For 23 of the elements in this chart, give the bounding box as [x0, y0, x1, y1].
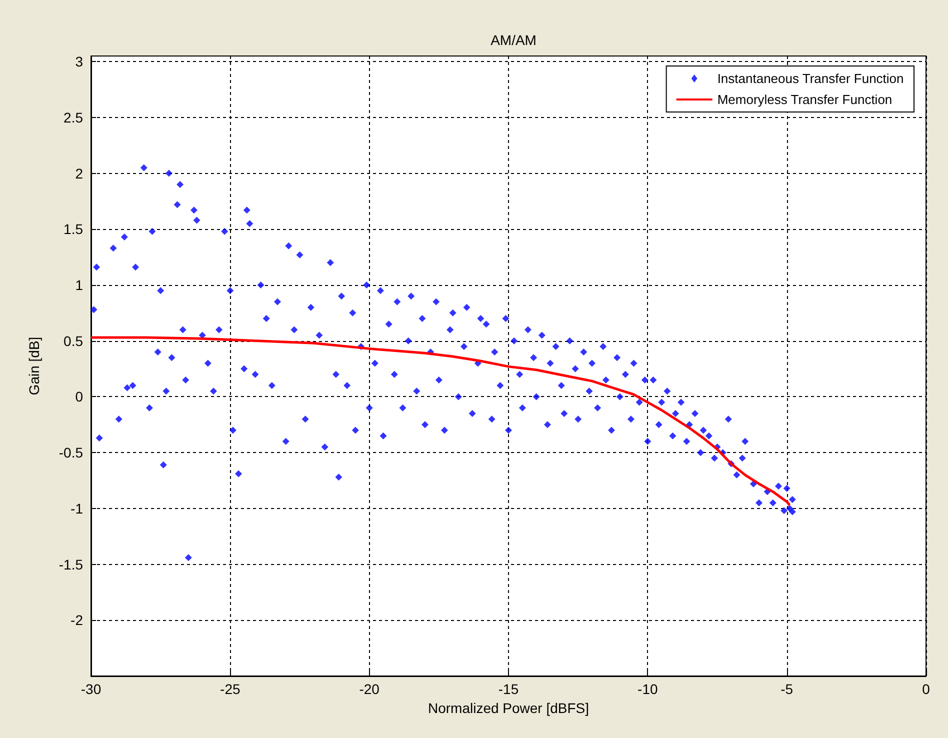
x-tick-label: -15 — [498, 681, 519, 697]
x-tick-label: 0 — [922, 681, 930, 697]
x-tick-label: -5 — [780, 681, 794, 697]
chart-title: AM/AM — [490, 32, 536, 48]
y-axis-title: Gain [dB] — [26, 336, 42, 396]
y-tick-label: 0.5 — [64, 332, 84, 349]
y-tick-label: -0.5 — [58, 444, 84, 461]
x-axis-title: Normalized Power [dBFS] — [428, 700, 590, 716]
x-tick-label: -10 — [638, 681, 658, 697]
y-tick-label: 1 — [75, 277, 84, 294]
legend-label: Instantaneous Transfer Function — [717, 71, 904, 86]
x-tick-label: -30 — [80, 681, 102, 697]
y-tick-label: 2.5 — [64, 109, 84, 126]
y-tick-label: 1.5 — [64, 221, 84, 238]
y-tick-label: -1 — [70, 500, 84, 516]
legend-label: Memoryless Transfer Function — [717, 92, 892, 107]
y-tick-label: -2 — [70, 612, 84, 628]
y-tick-label: 0 — [75, 388, 84, 405]
x-tick-label: -25 — [220, 681, 240, 697]
y-tick-label: -1.5 — [58, 556, 84, 572]
y-tick-label: 2 — [75, 165, 84, 182]
y-tick-label: 3 — [75, 54, 84, 70]
x-tick-label: -20 — [359, 681, 380, 697]
